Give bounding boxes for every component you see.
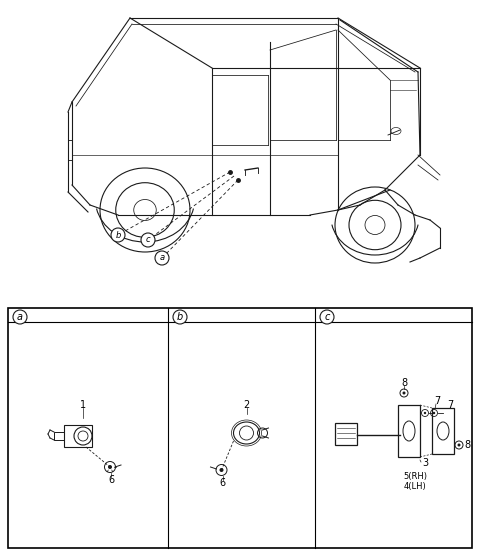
Bar — [54, 432, 64, 440]
Bar — [8, 308, 472, 548]
Text: 6: 6 — [108, 475, 114, 485]
Circle shape — [111, 228, 125, 242]
Text: 8: 8 — [401, 378, 407, 388]
Circle shape — [219, 468, 224, 472]
Text: 1: 1 — [80, 400, 86, 410]
Text: 5(RH): 5(RH) — [403, 472, 427, 481]
Text: b: b — [115, 230, 120, 239]
Circle shape — [320, 310, 334, 324]
Text: 8: 8 — [464, 440, 470, 450]
Text: c: c — [324, 312, 330, 322]
Bar — [64, 425, 92, 447]
Circle shape — [424, 412, 426, 414]
Text: 4(LH): 4(LH) — [404, 482, 426, 491]
Text: c: c — [146, 235, 150, 244]
Text: a: a — [17, 312, 23, 322]
Circle shape — [433, 412, 435, 414]
Text: 7: 7 — [447, 400, 453, 410]
Circle shape — [141, 233, 155, 247]
Circle shape — [108, 465, 112, 469]
Circle shape — [173, 310, 187, 324]
Bar — [398, 405, 420, 457]
Bar — [335, 423, 357, 445]
Circle shape — [155, 251, 169, 265]
Bar — [432, 408, 454, 454]
Text: 2: 2 — [243, 400, 250, 410]
Circle shape — [403, 391, 406, 395]
Text: b: b — [177, 312, 183, 322]
Text: 7: 7 — [434, 396, 440, 406]
Circle shape — [13, 310, 27, 324]
Text: 6: 6 — [219, 478, 226, 488]
Text: a: a — [159, 253, 165, 263]
Text: 3: 3 — [422, 458, 428, 468]
Circle shape — [457, 443, 460, 447]
